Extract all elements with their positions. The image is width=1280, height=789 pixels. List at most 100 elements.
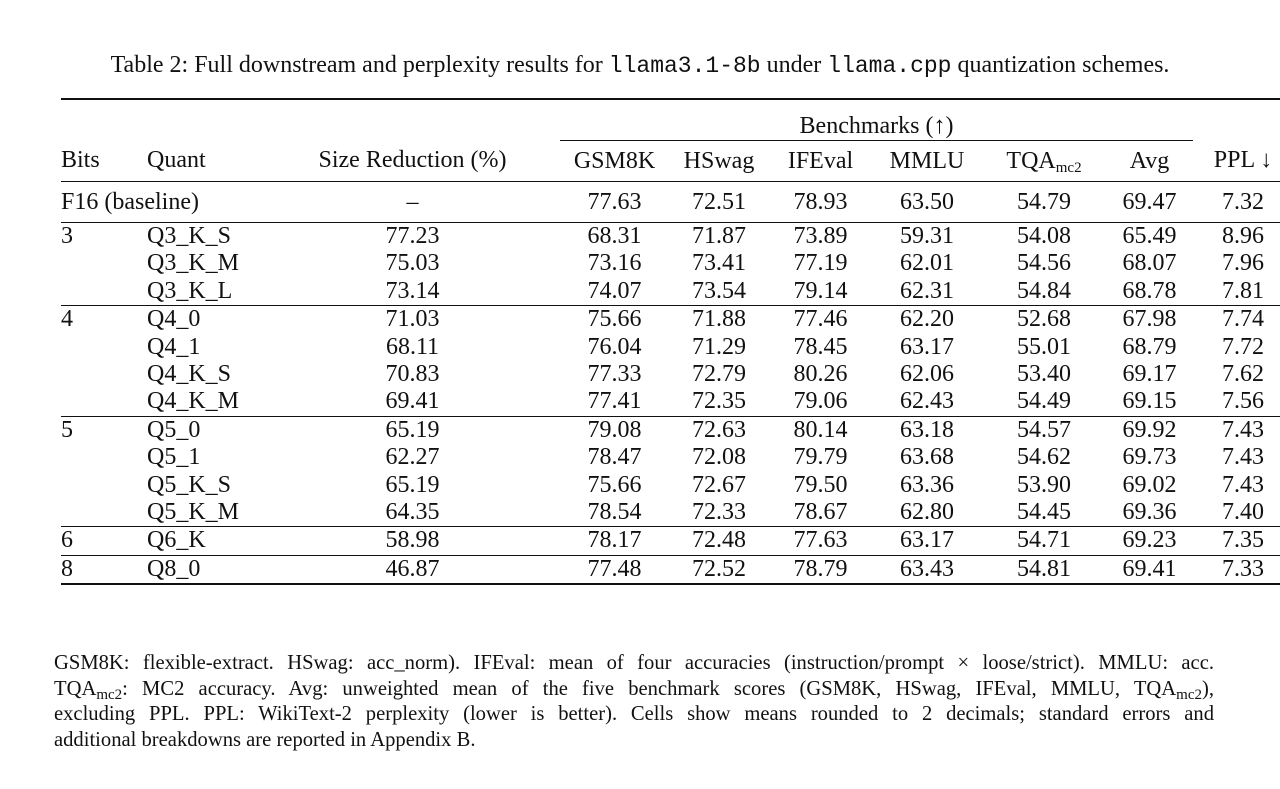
mmlu-cell: 63.17 xyxy=(900,333,954,360)
avg-cell: 69.41 xyxy=(1106,555,1194,586)
header-hswag: HSwag xyxy=(669,140,769,182)
ifeval-cell: 73.89 xyxy=(793,223,848,249)
header-tqa: TQAmc2 xyxy=(982,140,1106,182)
size-cell: 75.03 xyxy=(385,250,440,277)
table-row: Q4_K_M 69.41 77.41 72.35 79.06 62.43 54.49 69.1… xyxy=(61,388,1280,417)
ifeval-cell: 77.19 xyxy=(793,250,848,277)
gsm8k-cell: 79.08 xyxy=(587,416,642,443)
tqa-cell: 54.56 xyxy=(1017,250,1071,277)
bits-cell xyxy=(61,388,147,417)
quant-cell: Q4_K_S xyxy=(147,361,232,388)
bits-cell: 8 xyxy=(61,555,147,586)
quant-cell: Q5_0 xyxy=(147,416,201,443)
hswag-cell: 72.63 xyxy=(692,416,746,443)
ifeval-cell: 78.45 xyxy=(793,333,848,360)
ppl-cell: 7.56 xyxy=(1193,388,1280,417)
header-quant: Quant xyxy=(147,140,265,182)
avg-cell: 68.07 xyxy=(1122,250,1177,277)
gsm8k-cell: 76.04 xyxy=(587,333,642,360)
size-cell: 73.14 xyxy=(265,277,560,307)
mmlu-cell: 62.80 xyxy=(872,499,982,528)
avg-cell: 69.23 xyxy=(1106,526,1194,556)
tqa-cell: 54.81 xyxy=(982,555,1106,586)
hswag-cell: 71.87 xyxy=(692,223,746,249)
size-cell: 69.41 xyxy=(265,388,560,417)
size-cell: 77.23 xyxy=(385,223,440,249)
quant-cell: Q5_1 xyxy=(147,444,201,471)
hswag-cell: 71.29 xyxy=(692,333,746,360)
size-cell: 70.83 xyxy=(385,361,440,388)
table-row: Q5_1 62.27 78.47 72.08 79.79 63.68 54.62 69.73 7… xyxy=(61,444,1280,471)
bits-cell xyxy=(61,250,147,277)
footnote-line-2-end: ), xyxy=(1201,677,1214,700)
size-cell: 62.27 xyxy=(385,444,440,471)
quant-cell: Q4_0 xyxy=(147,306,201,333)
quant-cell: Q6_K xyxy=(147,526,265,556)
ppl-cell: 7.43 xyxy=(1222,416,1265,443)
gsm8k-cell: 74.07 xyxy=(560,277,669,307)
hswag-cell: 71.88 xyxy=(692,306,746,333)
avg-cell: 69.15 xyxy=(1106,388,1194,417)
ppl-cell: 7.33 xyxy=(1193,555,1280,586)
mmlu-cell: 63.36 xyxy=(900,471,954,498)
table-caption: Table 2: Full downstream and perplexity … xyxy=(0,50,1280,81)
hswag-cell: 72.67 xyxy=(692,471,746,498)
hswag-cell: 72.52 xyxy=(669,555,769,586)
tqa-cell: 54.62 xyxy=(1017,444,1071,471)
bits-cell: 5 xyxy=(61,416,73,443)
header-gsm8k: GSM8K xyxy=(560,140,669,182)
mmlu-cell: 59.31 xyxy=(900,223,954,249)
mmlu-cell: 63.18 xyxy=(900,416,954,443)
baseline-tqa: 54.79 xyxy=(982,181,1106,223)
hswag-cell: 72.48 xyxy=(669,526,769,556)
hswag-cell: 73.54 xyxy=(669,277,769,307)
avg-cell: 69.02 xyxy=(1122,471,1177,498)
baseline-avg: 69.47 xyxy=(1106,181,1194,223)
tqa-cell: 54.84 xyxy=(982,277,1106,307)
ifeval-cell: 78.79 xyxy=(769,555,872,586)
tqa-cell: 54.71 xyxy=(982,526,1106,556)
size-cell: 46.87 xyxy=(265,555,560,586)
table-row: 8 Q8_0 46.87 77.48 72.52 78.79 63.43 54.81 69.41… xyxy=(61,555,1280,586)
size-cell: 65.19 xyxy=(385,471,440,498)
footnote-tqa-subscript-2: mc2 xyxy=(1176,686,1202,703)
bits-cell xyxy=(61,277,147,307)
quant-cell: Q5_K_M xyxy=(147,499,265,528)
benchmarks-group-header: Benchmarks (↑) xyxy=(560,98,1194,141)
table-body: Benchmarks (↑) Bits Quant Size Reduction… xyxy=(61,98,1280,586)
table-row: Q4_K_S 70.83 77.33 72.79 80.26 62.06 53.40 69.1… xyxy=(61,361,1280,388)
avg-cell: 69.17 xyxy=(1122,361,1177,388)
gsm8k-cell: 78.17 xyxy=(560,526,669,556)
caption-prefix: Table 2: Full downstream and perplexity … xyxy=(110,52,609,78)
quant-cell: Q3_K_L xyxy=(147,277,265,307)
baseline-mmlu: 63.50 xyxy=(872,181,982,223)
gsm8k-cell: 68.31 xyxy=(587,223,642,249)
gsm8k-cell: 73.16 xyxy=(587,250,642,277)
header-ifeval: IFEval xyxy=(769,140,872,182)
baseline-label: F16 (baseline) xyxy=(61,181,265,223)
ppl-cell: 7.81 xyxy=(1193,277,1280,307)
baseline-row: F16 (baseline) – 77.63 72.51 78.93 63.50… xyxy=(61,181,1280,223)
ppl-cell: 7.62 xyxy=(1222,361,1265,388)
baseline-hswag: 72.51 xyxy=(669,181,769,223)
ppl-cell: 7.72 xyxy=(1222,333,1265,360)
mmlu-cell: 62.43 xyxy=(872,388,982,417)
header-size-reduction: Size Reduction (%) xyxy=(265,140,560,182)
footnote-line-1: GSM8K: flexible-extract. HSwag: acc_norm… xyxy=(54,652,1214,674)
ifeval-cell: 80.14 xyxy=(793,416,848,443)
ppl-cell: 7.35 xyxy=(1193,526,1280,556)
mmlu-cell: 63.68 xyxy=(900,444,954,471)
size-cell: 65.19 xyxy=(385,416,440,443)
ppl-cell: 7.96 xyxy=(1222,250,1265,277)
bits-cell xyxy=(61,361,147,388)
hswag-cell: 72.79 xyxy=(692,361,746,388)
bits-cell: 3 xyxy=(61,223,73,249)
header-bits: Bits xyxy=(61,140,147,182)
caption-middle: under xyxy=(760,52,828,78)
table-row: 3 Q3_K_S 77.23 68.31 71.87 73.89 59.31 54.08 65.… xyxy=(61,223,1280,251)
ifeval-cell: 77.63 xyxy=(769,526,872,556)
ifeval-cell: 79.50 xyxy=(793,471,848,498)
footnote-line-3: excluding PPL. PPL: WikiText-2 perplexit… xyxy=(54,703,1214,725)
quant-cell: Q3_K_M xyxy=(147,250,240,277)
mmlu-cell: 62.06 xyxy=(900,361,954,388)
